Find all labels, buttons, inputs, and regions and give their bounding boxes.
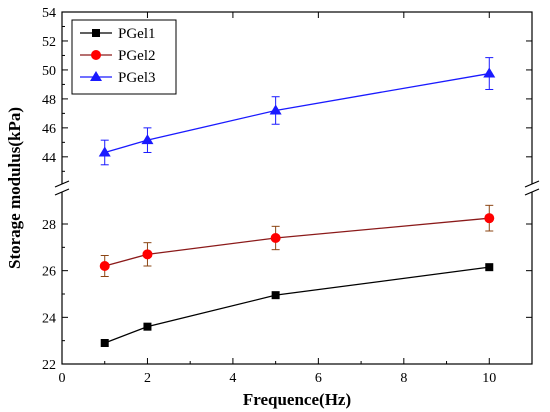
legend-marker <box>90 71 102 81</box>
legend-marker <box>91 50 101 60</box>
data-point <box>142 249 153 260</box>
series-pgel1 <box>100 263 494 347</box>
data-point <box>485 263 494 272</box>
y-tick-label: 46 <box>42 122 56 137</box>
legend-label: PGel2 <box>118 48 156 64</box>
x-tick-label: 4 <box>229 371 236 386</box>
data-point <box>99 261 110 271</box>
y-tick-label: 28 <box>42 218 56 233</box>
data-point <box>141 134 154 145</box>
series-pgel3 <box>98 57 496 166</box>
y-tick-label: 50 <box>42 64 56 79</box>
axis-break-gap <box>526 184 538 192</box>
y-tick-label: 24 <box>42 311 56 326</box>
legend-marker <box>92 29 100 37</box>
axis-break-gap <box>56 184 68 192</box>
x-tick-label: 8 <box>400 371 407 386</box>
y-tick-label: 52 <box>42 35 56 50</box>
y-tick-label: 22 <box>42 358 56 373</box>
axis-break-mark <box>54 188 70 196</box>
series-pgel2 <box>99 204 495 277</box>
data-point <box>98 146 111 157</box>
legend-label: PGel1 <box>118 26 156 42</box>
axis-break-mark <box>524 188 540 196</box>
data-point <box>270 233 281 243</box>
axis-break-mark <box>524 180 540 188</box>
series-line <box>104 266 490 344</box>
legend: PGel1 PGel2 PGel3 <box>71 19 177 95</box>
data-point <box>484 213 495 224</box>
data-point <box>271 291 280 300</box>
x-tick-label: 2 <box>144 371 151 386</box>
x-tick-label: 6 <box>315 371 322 386</box>
data-point <box>143 322 152 331</box>
legend-label: PGel3 <box>118 70 156 86</box>
x-tick-label: 0 <box>59 371 66 386</box>
data-point <box>100 339 109 347</box>
x-axis-title: Frequence(Hz) <box>243 390 351 409</box>
y-tick-label: 44 <box>42 151 56 166</box>
data-point <box>269 104 282 115</box>
y-tick-label: 48 <box>42 93 56 108</box>
series-line <box>104 72 490 154</box>
series-layer <box>98 57 496 347</box>
series-line <box>104 217 490 267</box>
data-point <box>483 67 496 78</box>
x-tick-label: 10 <box>482 371 496 386</box>
axis-break-mark <box>54 180 70 188</box>
y-tick-label: 54 <box>42 6 56 21</box>
y-axis-title: Storage modulus(kPa) <box>5 107 24 269</box>
y-tick-label: 26 <box>42 265 56 280</box>
legend-box <box>71 19 177 95</box>
